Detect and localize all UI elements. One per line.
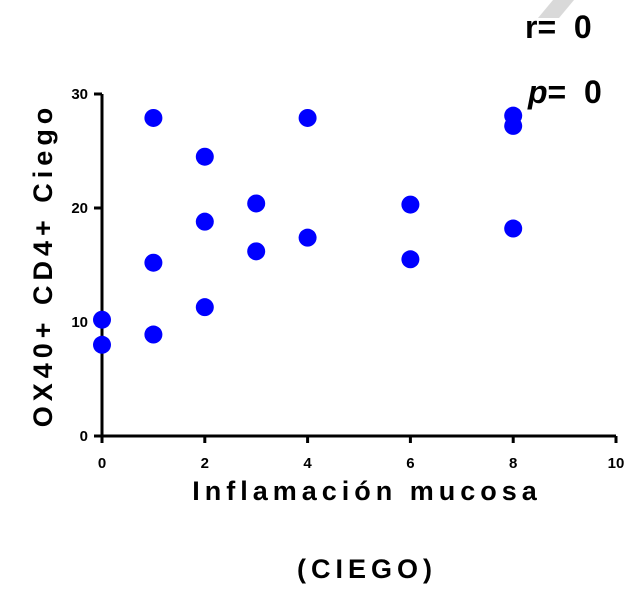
y-tick-label-0: 0 xyxy=(80,428,88,445)
data-point-12 xyxy=(401,195,420,214)
data-point-5 xyxy=(195,147,214,166)
r-annotation: r= 0 xyxy=(525,9,592,45)
data-point-10 xyxy=(298,108,317,127)
r-value: = 0 xyxy=(537,9,591,45)
y-axis-title: OX40+ CD4+ Ciego xyxy=(28,103,58,428)
y-tick-label-3: 30 xyxy=(71,86,88,103)
data-point-16 xyxy=(504,219,523,238)
x-tick-label-5: 10 xyxy=(608,455,625,472)
decorative-stroke xyxy=(538,0,574,18)
r-symbol: r xyxy=(525,9,537,45)
ticks xyxy=(94,92,618,443)
data-points xyxy=(93,106,523,354)
x-tick-label-1: 2 xyxy=(201,455,209,472)
p-symbol: p xyxy=(527,74,548,110)
data-point-11 xyxy=(298,228,317,247)
x-tick-label-0: 0 xyxy=(98,455,106,472)
data-point-15 xyxy=(504,116,523,135)
data-point-13 xyxy=(401,250,420,269)
data-point-0 xyxy=(93,310,111,329)
data-point-4 xyxy=(144,325,163,344)
tick-labels: 0 2 4 6 8 10 0 10 20 30 xyxy=(71,86,624,472)
data-point-1 xyxy=(93,335,111,354)
data-point-9 xyxy=(247,242,266,261)
x-axis-title-line2: (CIEGO) xyxy=(297,554,437,584)
p-value: = 0 xyxy=(548,74,602,110)
data-point-3 xyxy=(144,253,163,272)
axes xyxy=(100,94,616,438)
x-tick-label-3: 6 xyxy=(406,455,414,472)
x-tick-label-2: 4 xyxy=(303,455,312,472)
data-point-2 xyxy=(144,108,163,127)
data-point-7 xyxy=(195,298,214,317)
data-point-6 xyxy=(195,212,214,231)
x-tick-label-4: 8 xyxy=(509,455,517,472)
data-point-8 xyxy=(247,194,266,213)
p-annotation: p= 0 xyxy=(527,74,602,110)
y-tick-label-2: 20 xyxy=(71,200,88,217)
y-tick-label-1: 10 xyxy=(71,314,88,331)
x-axis-title-line1: Inflamación mucosa xyxy=(192,476,542,506)
